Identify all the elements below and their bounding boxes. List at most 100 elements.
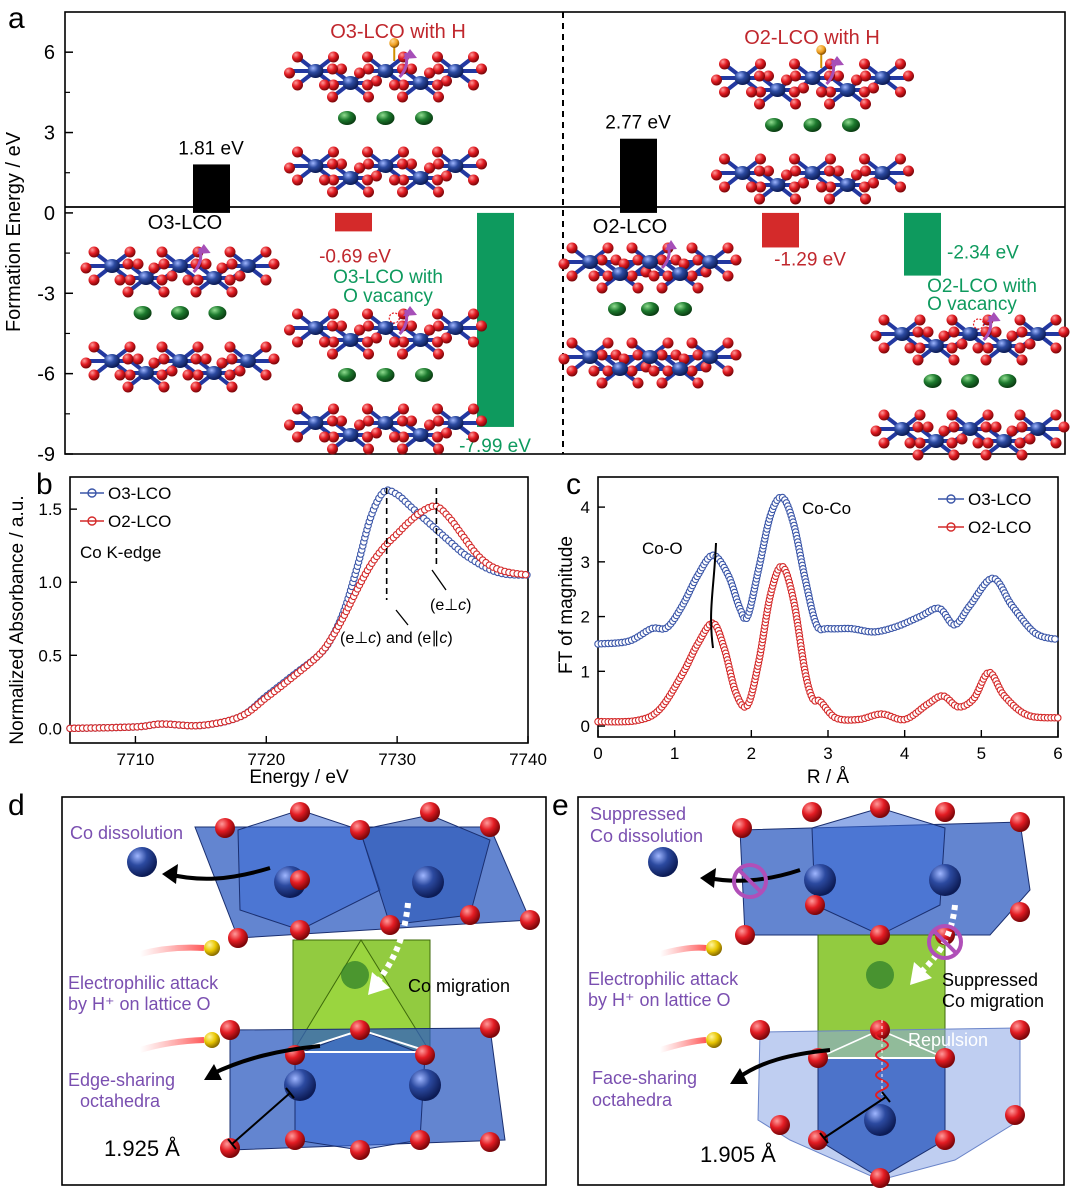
oxygen-atom-d [290,920,310,940]
legend-c-o3-marker [946,494,956,504]
xtick-label: 7730 [378,750,416,769]
oxygen-atom [371,170,382,182]
oxygen-atom [1014,342,1026,354]
oxygen-atom [790,70,801,82]
series-marker-o3-lco [1051,635,1059,643]
migration-curve-arrowhead [830,56,844,66]
oxygen-atom [825,86,836,98]
h-trail-1-d [139,944,205,957]
oxygen-atom [763,165,774,177]
oxygen-atom [433,158,444,170]
cobalt-atom [928,339,944,353]
oxygen-atom [938,330,950,342]
cobalt-atom [342,76,359,90]
xtick-label: 6 [1053,744,1062,763]
cobalt-atom [612,362,628,376]
oxygen-atom [662,270,674,282]
oxygen-atom [895,58,906,70]
oxygen-atom [362,403,373,415]
oxygen-atom-d [480,1132,500,1152]
bar-value-label: -1.29 eV [774,249,846,270]
oxygen-atom [904,437,916,449]
oxygen-atom [156,369,168,381]
ytick-label: 4 [581,498,590,517]
oxygen-atom [789,153,800,165]
cobalt-atom [172,259,188,273]
oxygen-atom [363,186,374,198]
oxygen-atom [363,348,374,360]
oxygen-atom [371,427,382,439]
oxygen-atom [1014,314,1026,326]
oxygen-atom [389,336,400,348]
cobalt-atom [804,166,821,180]
structure-o2-lco [558,240,742,389]
oxygen-atom-e [805,895,825,915]
label-o2-vac-1: O2-LCO with [927,276,1037,297]
oxygen-atom [468,403,479,415]
face-sharing-label-1: Face-sharing [592,1068,697,1088]
oxygen-atom [424,324,435,336]
electrophilic-label-1-d: Electrophilic attack [68,973,219,993]
cobalt-atom-d [412,866,444,898]
oxygen-atom [833,165,844,177]
h-atom-1-d [204,940,220,956]
oxygen-atom [626,270,638,282]
cobalt-atom [582,255,598,269]
oxygen-atom [833,70,844,82]
oxygen-atom [1050,342,1062,354]
bar-o2-lco [620,138,657,213]
oxygen-atom [972,342,984,354]
legend-o2-marker [87,516,97,526]
oxygen-atom [432,146,443,158]
label-o2-lco: O2-LCO [593,216,667,238]
suppressed-diss-label-2: Co dissolution [590,826,703,846]
oxygen-atom [328,431,339,443]
oxygen-atom [389,174,400,186]
oxygen-atom [1050,409,1062,421]
oxygen-atom [292,403,303,415]
oxygen-atom-d [380,915,400,935]
electrophilic-label-1-e: Electrophilic attack [588,969,739,989]
oxygen-atom [719,86,730,98]
oxygen-atom [1016,449,1028,461]
panel-e-atoms [732,798,1030,1188]
prohibit-sign-dissolution [732,863,768,899]
oxygen-atom [859,58,870,70]
cobalt-atom [377,64,394,78]
oxygen-atom [190,353,202,365]
oxygen-atom [226,381,238,393]
oxygen-atom [292,336,303,348]
oxygen-atom [980,421,992,433]
oxygen-atom [327,443,338,455]
oxygen-atom-d [460,905,480,925]
oxygen-atom [328,403,339,415]
oxygen-atom [754,193,765,205]
electrophilic-label-2-d: by H⁺ on lattice O [68,994,211,1014]
xtick-label: 5 [977,744,986,763]
oxygen-atom [433,186,444,198]
oxygen-atom [1006,425,1018,437]
oxygen-atom [755,86,766,98]
oxygen-atom [433,63,444,75]
cobalt-atom [307,416,324,430]
oxygen-atom [798,177,809,189]
oxygen-atom [132,258,144,270]
bar-o3-lco-with-o-vacancy [477,212,514,427]
label-o3-lco: O3-LCO [148,212,222,234]
oxygen-atom-e [732,818,752,838]
oxygen-atom [122,353,134,365]
oxygen-atom [468,79,479,91]
oxygen-atom [327,348,338,360]
oxygen-atom-d [350,820,370,840]
oxygen-atom [746,181,757,193]
cobalt-atom [206,271,222,285]
lithium-atom [133,306,152,320]
oxygen-atom [914,314,926,326]
series-line-o2-lco [69,505,529,729]
electrophilic-label-2-e: by H⁺ on lattice O [588,990,731,1010]
oxygen-atom [825,153,836,165]
oxygen-atom [424,162,435,174]
oxygen-atom [719,153,730,165]
oxygen-atom-d [350,1140,370,1160]
panel-b-ylabel: Normalized Absorbance / a.u. [7,495,28,744]
